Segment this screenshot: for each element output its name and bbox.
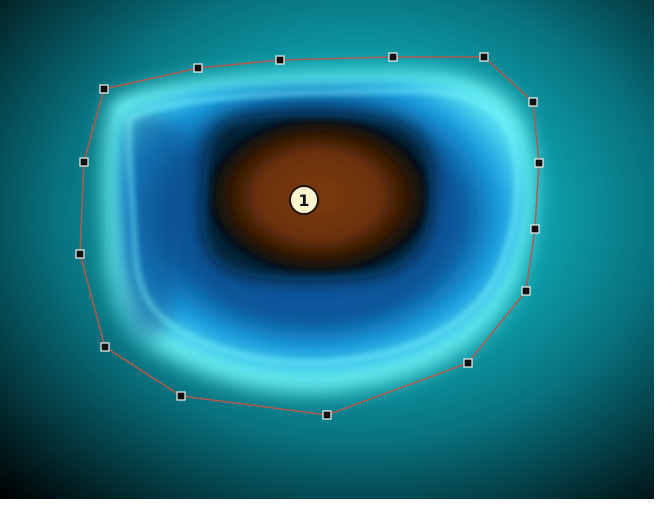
region-outline[interactable] [79,56,540,416]
vertex-handle[interactable] [530,224,540,234]
inner-cyan-ring [126,88,520,365]
vertex-handle[interactable] [75,249,85,259]
vertex-handle[interactable] [322,410,332,420]
vertex-handle[interactable] [176,391,186,401]
region-number-label: 1 [298,191,309,210]
vertex-handle[interactable] [79,157,89,167]
vertex-handle[interactable] [100,342,110,352]
vertex-handle[interactable] [193,63,203,73]
vertex-handle[interactable] [534,158,544,168]
vertex-handle[interactable] [479,52,489,62]
vertex-handles [75,52,544,420]
vertex-handle[interactable] [275,55,285,65]
vertex-handle[interactable] [463,358,473,368]
vertex-handle[interactable] [388,52,398,62]
vertex-handle[interactable] [99,84,109,94]
region-marker[interactable]: 1 [289,185,319,215]
window-bottom-edge [0,499,662,505]
window-right-edge [654,0,662,505]
vertex-handle[interactable] [521,286,531,296]
brown-hotspot-core [210,119,427,272]
region-number-badge[interactable] [289,185,319,215]
vertex-handle[interactable] [528,97,538,107]
